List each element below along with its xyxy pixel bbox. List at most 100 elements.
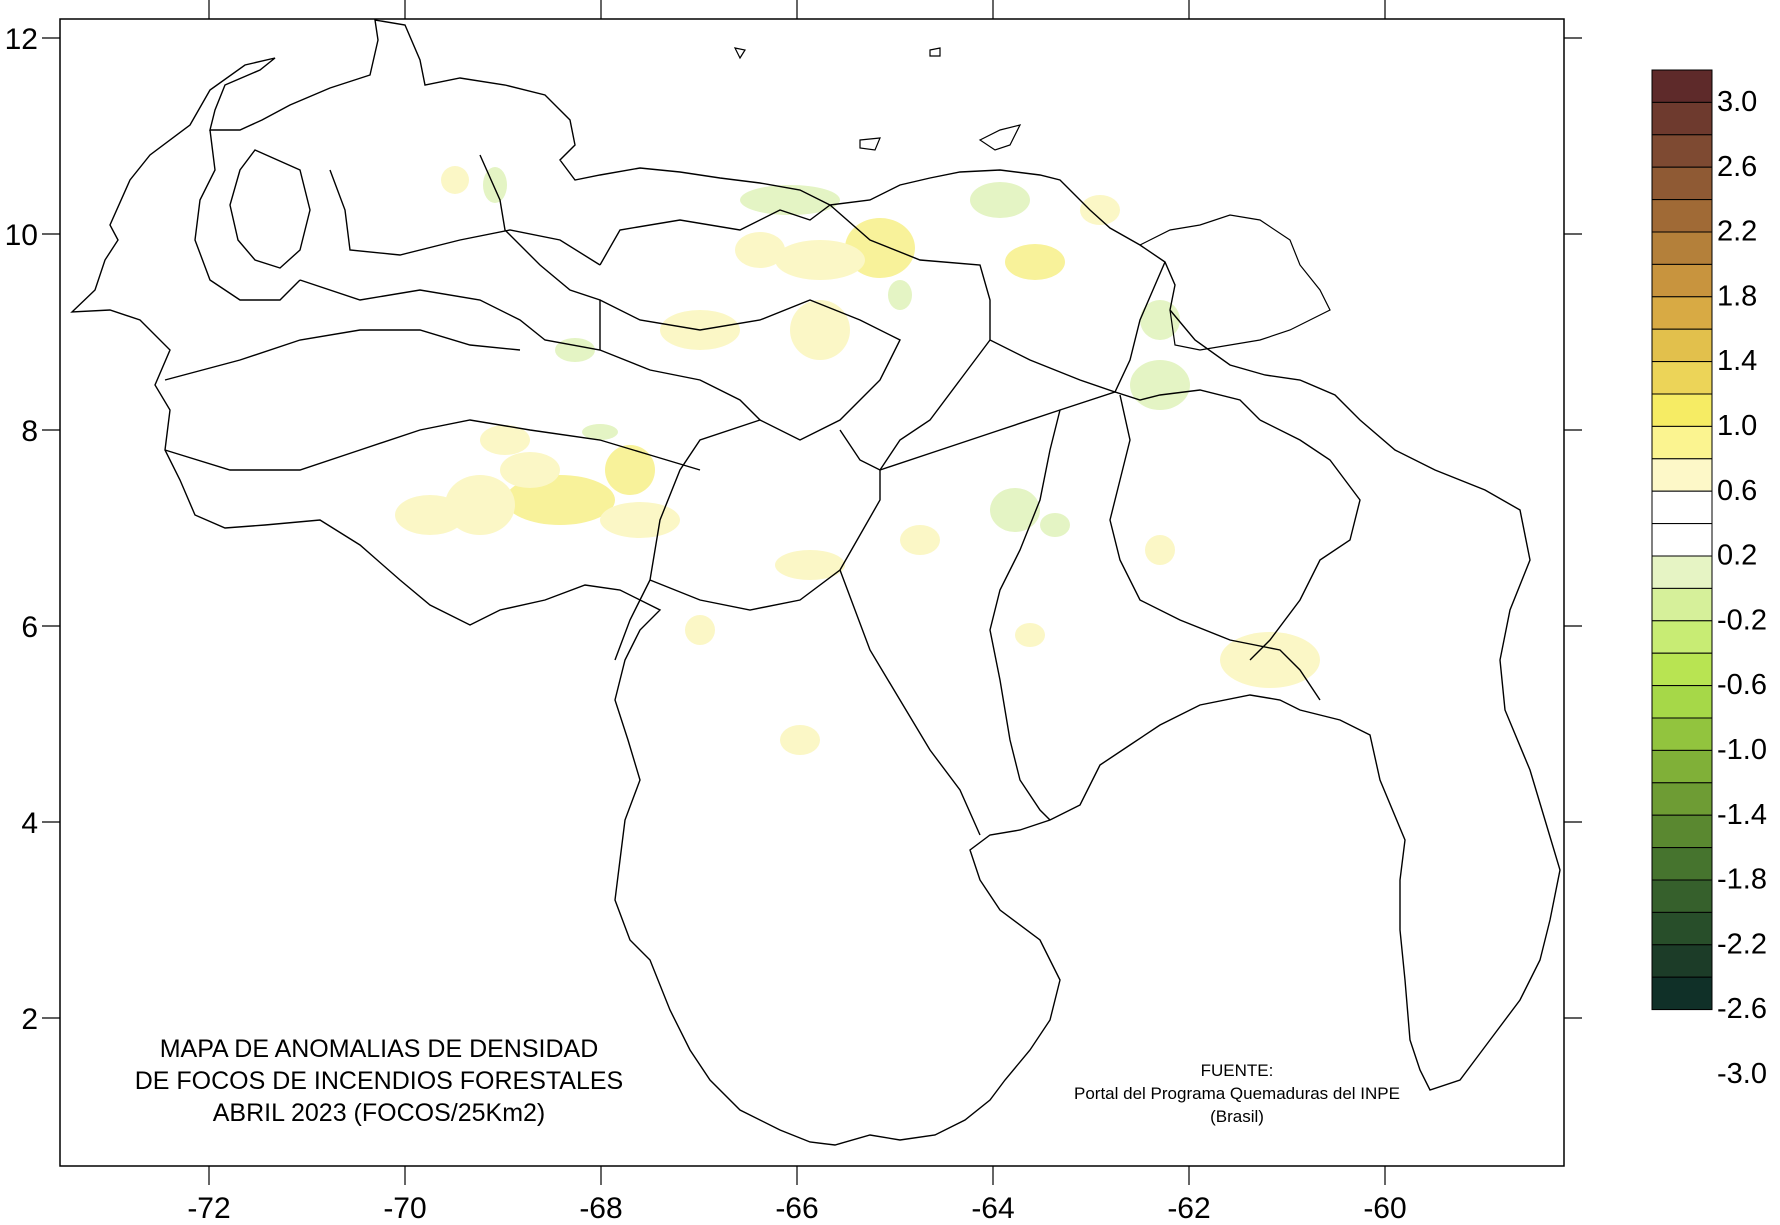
- anomaly-blob: [735, 232, 785, 268]
- anomaly-blob: [1130, 360, 1190, 410]
- state-line-3: [164, 329, 521, 381]
- state-line-1: [299, 279, 762, 581]
- colorbar-swatch: [1651, 69, 1713, 103]
- colorbar-swatch: [1651, 296, 1713, 330]
- anomaly-blob: [395, 495, 465, 535]
- colorbar-label: -1.8: [1717, 864, 1767, 896]
- colorbar-swatch: [1651, 749, 1713, 784]
- colorbar-swatch: [1651, 361, 1713, 395]
- colorbar-swatch: [1651, 523, 1713, 557]
- colorbar-swatch: [1651, 685, 1713, 719]
- anomaly-blob: [1015, 623, 1045, 647]
- colorbar-swatch: [1651, 490, 1713, 525]
- anomaly-blob: [605, 445, 655, 495]
- title-line: MAPA DE ANOMALIAS DE DENSIDAD: [160, 1035, 599, 1063]
- anomaly-blob: [555, 338, 595, 362]
- colorbar-label: 1.8: [1717, 280, 1757, 312]
- anomaly-blob: [441, 166, 469, 194]
- map-frame: [59, 18, 1565, 1167]
- colorbar-swatch: [1651, 263, 1713, 298]
- island-4: [733, 47, 746, 60]
- colorbar-swatch: [1651, 717, 1713, 751]
- margarita-island: [978, 124, 1022, 151]
- anomaly-blob: [970, 182, 1030, 218]
- lake-outline: [229, 149, 311, 269]
- anomaly-blob: [500, 452, 560, 488]
- colorbar-swatch: [1651, 652, 1713, 687]
- colorbar-swatch: [1651, 847, 1713, 881]
- x-axis-labels: -72 -70 -68 -66 -64 -62 -60: [187, 1192, 1406, 1225]
- source-line: (Brasil): [1210, 1107, 1264, 1126]
- y-tick-label: 8: [21, 415, 38, 448]
- anomaly-blob: [483, 167, 507, 203]
- colorbar-label: 2.2: [1717, 216, 1757, 248]
- source-line: Portal del Programa Quemaduras del INPE: [1074, 1084, 1400, 1103]
- colorbar-swatch: [1651, 328, 1713, 363]
- anomaly-blob: [780, 725, 820, 755]
- state-boundaries: [70, 19, 1561, 1146]
- anomaly-blob: [740, 185, 840, 215]
- x-tick-label: -62: [1167, 1192, 1210, 1225]
- colorbar-label: 1.0: [1717, 410, 1757, 442]
- colorbar-label: 0.2: [1717, 540, 1757, 572]
- title-line: ABRIL 2023 (FOCOS/25Km2): [213, 1099, 546, 1127]
- islands: [733, 47, 1331, 351]
- colorbar-label: -2.2: [1717, 928, 1767, 960]
- colorbar-label: -0.2: [1717, 604, 1767, 636]
- colorbar-label: -1.0: [1717, 734, 1767, 766]
- state-line-9: [839, 339, 991, 471]
- anomaly-blob: [775, 240, 865, 280]
- state-line-7: [599, 299, 901, 441]
- anomaly-blob: [1005, 244, 1065, 280]
- state-line-14: [1249, 419, 1361, 661]
- colorbar-swatch: [1651, 425, 1713, 460]
- island-3: [929, 47, 941, 57]
- colorbar-swatch: [1651, 976, 1713, 1011]
- state-line-13: [1109, 394, 1321, 701]
- x-tick-label: -72: [187, 1192, 230, 1225]
- y-axis-labels: 12 10 8 6 4 2: [5, 23, 38, 1036]
- anomaly-blob: [900, 525, 940, 555]
- state-line-11: [649, 470, 881, 611]
- state-line-4: [329, 169, 601, 266]
- colorbar-swatch: [1651, 458, 1713, 492]
- colorbar-label: -0.6: [1717, 669, 1767, 701]
- x-tick-label: -70: [383, 1192, 426, 1225]
- colorbar-labels: 3.0 2.6 2.2 1.8 1.4 1.0 0.6 0.2 -0.2 -0.6 -1.0 -1.4…: [1717, 86, 1767, 1090]
- colorbar-swatch: [1651, 814, 1713, 849]
- title-line: DE FOCOS DE INCENDIOS FORESTALES: [135, 1067, 624, 1095]
- colorbar-swatch: [1651, 199, 1713, 233]
- colorbar-label: -2.6: [1717, 993, 1767, 1025]
- x-tick-label: -66: [775, 1192, 818, 1225]
- y-tick-label: 10: [5, 219, 38, 252]
- anomaly-blob: [1220, 632, 1320, 688]
- anomaly-blob: [480, 425, 530, 455]
- anomaly-blob: [685, 615, 715, 645]
- colorbar-swatch: [1651, 911, 1713, 946]
- colorbar-swatch: [1651, 620, 1713, 654]
- colorbar-swatch: [1651, 555, 1713, 589]
- anomaly-blob: [775, 550, 845, 580]
- colorbar-label: -3.0: [1717, 1058, 1767, 1090]
- y-tick-label: 4: [21, 807, 38, 840]
- colorbar: [1651, 69, 1713, 1011]
- state-line-2: [164, 419, 701, 471]
- colorbar-swatch: [1651, 782, 1713, 816]
- y-tick-label: 6: [21, 611, 38, 644]
- x-tick-label: -60: [1363, 1192, 1406, 1225]
- state-line-10: [879, 389, 1261, 471]
- y-tick-label: 2: [21, 1003, 38, 1036]
- colorbar-swatch: [1651, 134, 1713, 168]
- colorbar-swatch: [1651, 944, 1713, 978]
- colorbar-label: 3.0: [1717, 86, 1757, 118]
- state-line-12: [989, 409, 1061, 821]
- colorbar-label: 0.6: [1717, 475, 1757, 507]
- island-2: [859, 137, 881, 151]
- map-title: MAPA DE ANOMALIAS DE DENSIDAD DE FOCOS D…: [135, 1035, 624, 1127]
- state-line-8: [829, 204, 1166, 393]
- colorbar-label: -1.4: [1717, 799, 1767, 831]
- colorbar-swatch: [1651, 879, 1713, 913]
- colorbar-swatch: [1651, 166, 1713, 201]
- x-tick-label: -68: [579, 1192, 622, 1225]
